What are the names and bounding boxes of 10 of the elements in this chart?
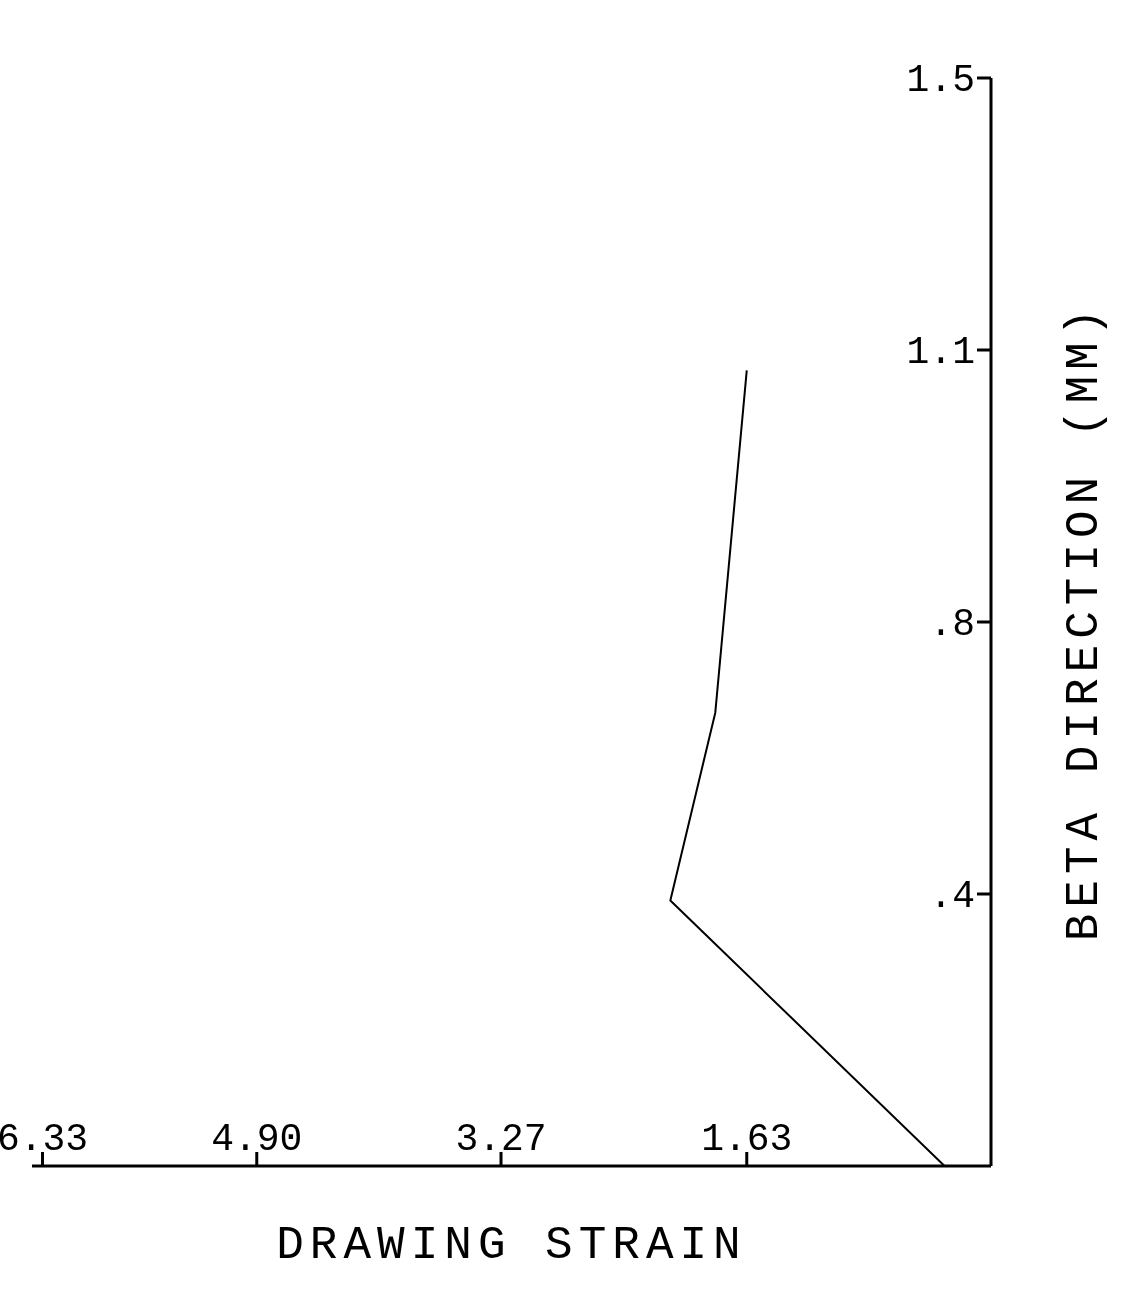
y-axis-title: BETA DIRECTION (MM) [1058, 301, 1112, 944]
x-axis-title: DRAWING STRAIN [275, 1220, 748, 1272]
y-tick-label: 1.5 [906, 59, 975, 103]
y-tick-label: 1.1 [906, 331, 975, 375]
x-tick-label: 1.63 [701, 1118, 793, 1161]
y-tick-label: .4 [929, 875, 975, 919]
y-tick-label: .8 [929, 603, 975, 647]
x-tick-label: 4.90 [211, 1118, 303, 1161]
x-tick-label: 6.33 [0, 1118, 89, 1161]
x-tick-label: 3.27 [455, 1118, 547, 1161]
